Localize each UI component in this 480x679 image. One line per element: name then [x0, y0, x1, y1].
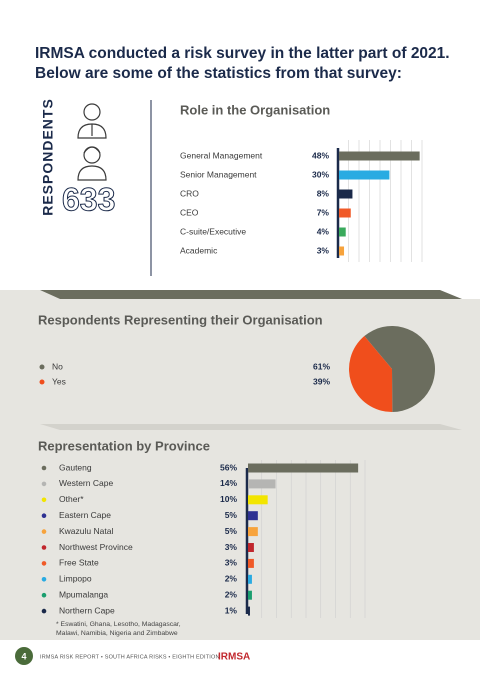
page-number: 4	[21, 651, 26, 661]
footnote: Malawi, Namibia, Nigeria and Zimbabwe	[56, 630, 178, 637]
legend-marker	[41, 513, 47, 518]
bar	[248, 511, 258, 521]
bar	[339, 170, 390, 180]
value-label: 5%	[225, 510, 238, 520]
value-label: 1%	[225, 605, 238, 615]
bar	[248, 479, 276, 489]
legend-marker	[41, 608, 47, 614]
value-label: 5%	[225, 526, 238, 536]
category-label: C-suite/Executive	[180, 226, 246, 236]
category-label: Free State	[59, 558, 99, 568]
category-label: CEO	[180, 207, 199, 217]
bar	[248, 543, 254, 552]
respondents-count: 633	[62, 181, 115, 217]
bar	[248, 463, 359, 473]
legend-label: Yes	[52, 376, 66, 386]
band-divider	[40, 424, 462, 430]
category-label: Mpumalanga	[59, 589, 108, 599]
logo: IRMSA	[218, 652, 250, 663]
value-label: 3%	[225, 558, 238, 568]
legend-marker	[41, 561, 47, 566]
category-label: General Management	[180, 150, 263, 160]
category-label: Limpopo	[59, 574, 92, 584]
category-label: Academic	[180, 245, 218, 255]
bar	[339, 189, 353, 199]
title-line: IRMSA conducted a risk survey in the lat…	[35, 45, 450, 62]
legend-marker	[41, 465, 47, 471]
category-label: Gauteng	[59, 462, 92, 472]
bar	[339, 151, 420, 161]
legend-marker	[41, 481, 47, 487]
value-label: 4%	[317, 226, 330, 236]
legend-marker	[41, 545, 47, 550]
person-icon	[77, 103, 107, 139]
band-edge	[40, 290, 462, 299]
value-label: 2%	[225, 574, 238, 584]
bar	[248, 558, 254, 568]
legend-marker	[41, 592, 47, 598]
category-label: Other*	[59, 494, 84, 504]
footnote: * Eswatini, Ghana, Lesotho, Madagascar,	[56, 621, 181, 628]
value-label: 14%	[220, 478, 237, 488]
category-label: Northern Cape	[59, 605, 115, 615]
value-label: 3%	[317, 245, 330, 255]
value-label: 61%	[313, 361, 330, 371]
category-label: Northwest Province	[59, 542, 133, 552]
legend-marker	[41, 529, 47, 534]
category-label: Eastern Cape	[59, 510, 111, 520]
bar	[248, 606, 250, 616]
value-label: 3%	[225, 542, 238, 552]
value-label: 39%	[313, 376, 330, 386]
value-label: 56%	[220, 462, 237, 472]
chart-title: Representation by Province	[38, 438, 210, 453]
legend-marker	[41, 577, 47, 582]
category-label: Western Cape	[59, 478, 113, 488]
chart-title: Role in the Organisation	[180, 102, 330, 117]
bar	[248, 590, 252, 600]
bar	[339, 227, 346, 237]
legend-marker	[39, 379, 45, 385]
value-label: 7%	[317, 207, 330, 217]
title-line: Below are some of the statistics from th…	[35, 65, 402, 82]
bar	[339, 208, 351, 218]
category-label: CRO	[180, 188, 199, 198]
category-label: Senior Management	[180, 169, 257, 179]
pie-slice	[349, 336, 393, 412]
legend-marker	[39, 364, 45, 370]
chart-title: Respondents Representing their Organisat…	[38, 312, 323, 327]
footer-text: IRMSA RISK REPORT • SOUTH AFRICA RISKS •…	[40, 654, 220, 660]
bar	[339, 246, 345, 256]
value-label: 48%	[312, 150, 329, 160]
respondents-label: RESPONDENTS	[40, 98, 56, 216]
category-label: Kwazulu Natal	[59, 526, 113, 536]
value-label: 2%	[225, 589, 238, 599]
pie-slice	[364, 326, 435, 412]
person-icon	[77, 146, 107, 181]
page-badge	[15, 647, 33, 665]
value-label: 10%	[220, 494, 237, 504]
value-label: 8%	[317, 188, 330, 198]
legend-label: No	[52, 361, 63, 371]
legend-marker	[41, 497, 47, 503]
bar	[248, 527, 258, 537]
value-label: 30%	[312, 169, 329, 179]
bar	[248, 495, 268, 505]
bar	[248, 574, 252, 584]
